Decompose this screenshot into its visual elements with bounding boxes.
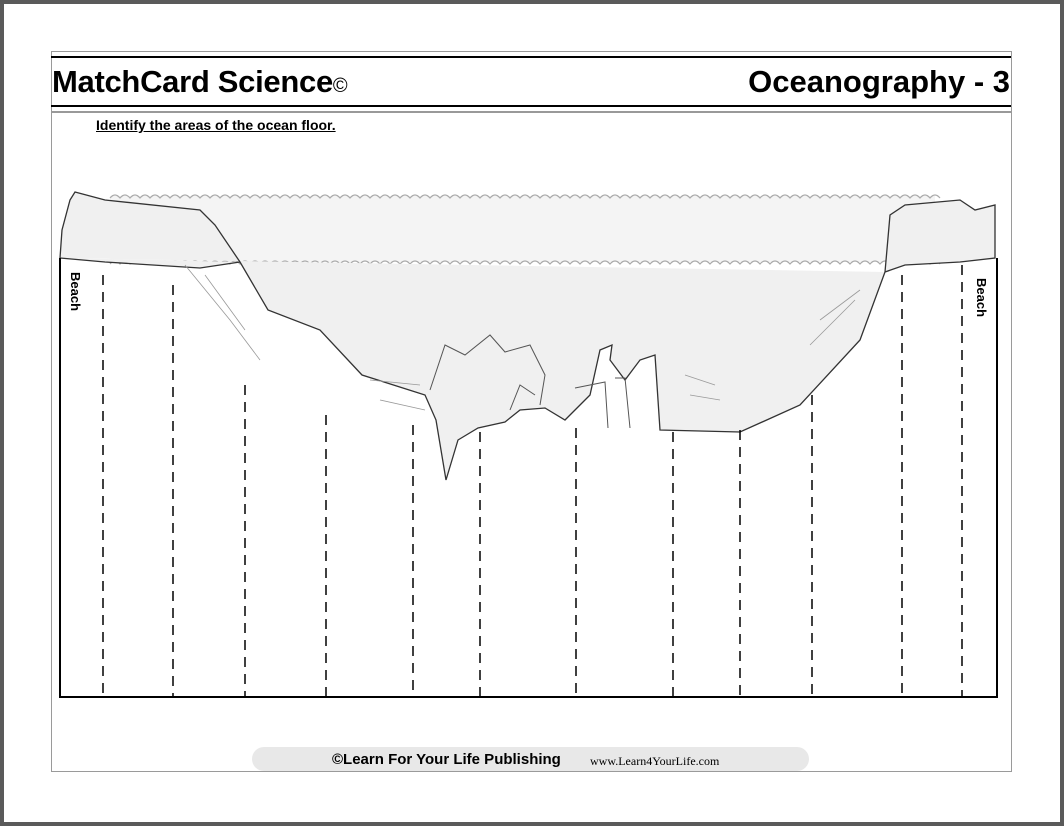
label-lines (102, 265, 963, 697)
water-body (110, 196, 935, 262)
copyright-mark: © (332, 75, 348, 97)
series-title-text: MatchCard Science (52, 64, 333, 99)
worksheet-page (51, 51, 1012, 772)
diagram-box (59, 258, 998, 698)
instructions: Identify the areas of the ocean floor. (96, 117, 336, 133)
trench-detail (429, 334, 631, 429)
beach-label-left: Beach (68, 272, 83, 312)
series-title: MatchCard Science© (52, 64, 348, 100)
topic-title: Oceanography - 3 (748, 64, 1010, 99)
beach-label-right: Beach (974, 278, 989, 318)
water-surface-wave (109, 194, 941, 199)
slope-detail (184, 264, 861, 411)
header-rule-bottom (51, 105, 1011, 107)
footer-bar: ©Learn For Your Life Publishing www.Lear… (252, 747, 809, 771)
website: www.Learn4YourLife.com (590, 754, 720, 768)
header-rule-top (51, 56, 1011, 58)
header-rule-bottom-secondary (51, 111, 1011, 113)
publisher: ©Learn For Your Life Publishing (332, 751, 561, 768)
seafloor-profile (59, 191, 996, 481)
